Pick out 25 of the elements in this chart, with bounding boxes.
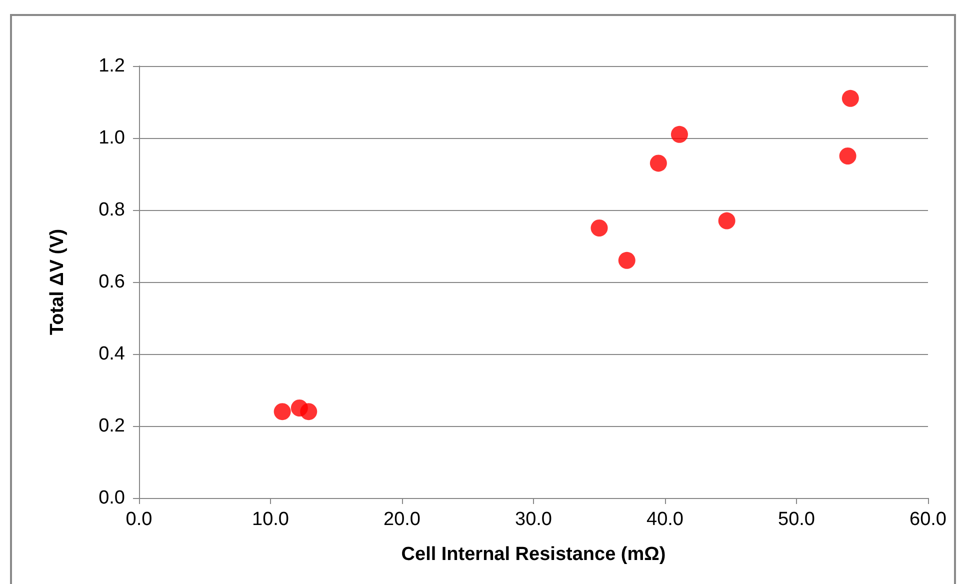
y-tick-label: 0.6 bbox=[98, 272, 125, 292]
y-tick-label: 0.8 bbox=[98, 200, 125, 220]
y-axis-title: Total ΔV (V) bbox=[47, 228, 68, 336]
y-tick-label: 0.4 bbox=[98, 344, 126, 364]
point bbox=[650, 154, 667, 172]
x-tick-label: 20.0 bbox=[384, 509, 420, 530]
x-axis-title: Cell Internal Resistance (mΩ) bbox=[401, 544, 666, 565]
y-tick-label: 1.0 bbox=[98, 128, 125, 148]
x-tick-label: 60.0 bbox=[910, 509, 946, 530]
x-tick-label: 40.0 bbox=[646, 509, 684, 530]
point bbox=[274, 403, 291, 420]
point bbox=[590, 220, 608, 236]
point bbox=[842, 90, 859, 107]
point bbox=[718, 212, 736, 230]
x-tick-label: 30.0 bbox=[515, 509, 552, 530]
point bbox=[618, 252, 636, 269]
y-tick-label: 0.2 bbox=[98, 416, 125, 436]
point bbox=[839, 148, 856, 164]
x-tick-label: 10.0 bbox=[252, 509, 289, 530]
x-tick-label: 0.0 bbox=[126, 509, 152, 530]
point bbox=[670, 126, 688, 143]
point bbox=[300, 403, 318, 420]
y-tick-label: 0.0 bbox=[98, 488, 125, 508]
y-tick-label: 1.2 bbox=[98, 56, 125, 76]
x-tick-label: 50.0 bbox=[778, 509, 815, 530]
